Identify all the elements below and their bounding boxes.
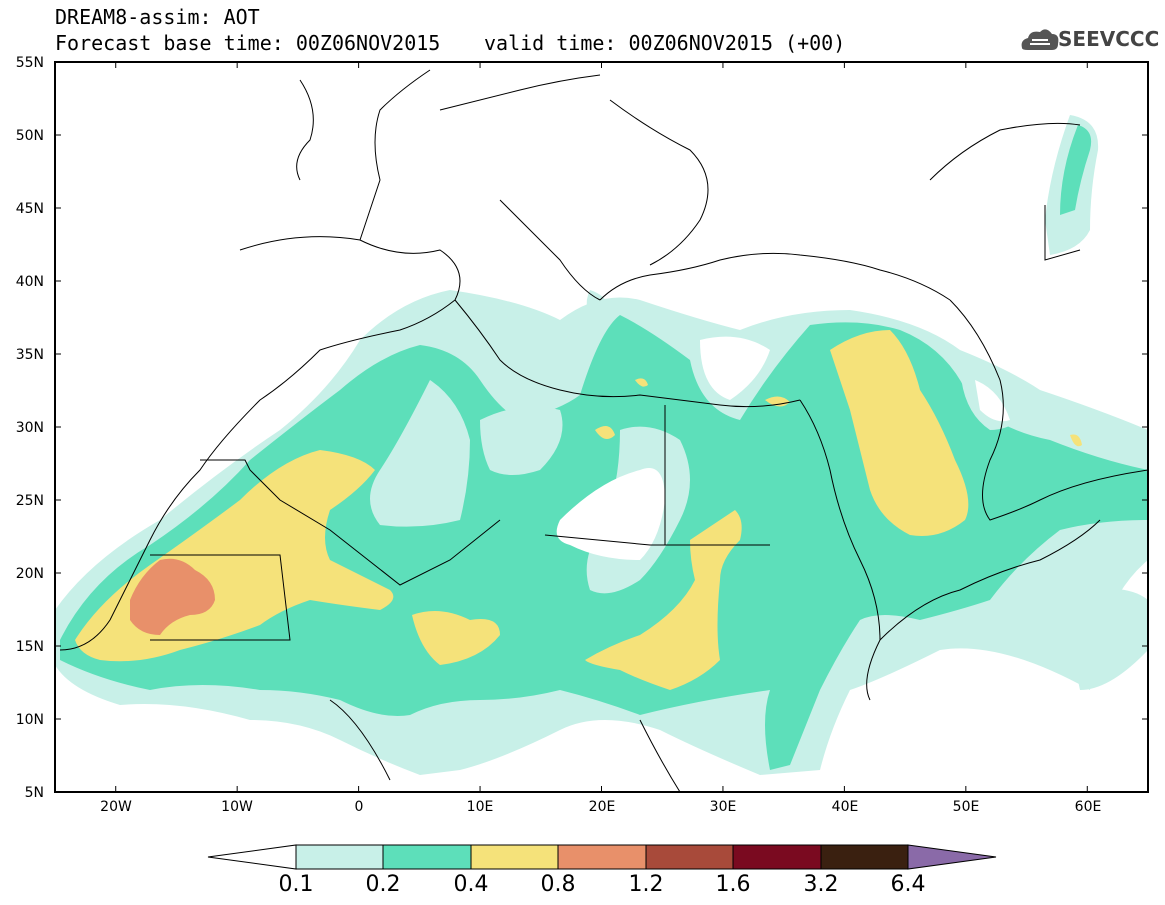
lon-label: 0 [354,799,364,815]
lat-label: 45N [15,201,44,217]
lat-label: 40N [15,274,44,290]
lat-label: 55N [15,55,44,71]
colorbar-bin-6 [732,844,822,870]
lat-label: 25N [15,493,44,509]
colorbar-label: 0.4 [453,872,489,897]
lat-label: 15N [15,639,44,655]
colorbar-label: 3.2 [803,872,839,897]
colorbar-label: 6.4 [890,872,926,897]
lon-label: 10W [221,799,253,815]
lat-label: 30N [15,420,44,436]
cloud-icon [1021,29,1059,50]
valid-time: valid time: 00Z06NOV2015 (+00) [484,31,846,55]
lat-label: 5N [24,785,44,801]
lon-label: 10E [466,799,494,815]
lon-label: 60E [1074,799,1102,815]
lat-label: 50N [15,128,44,144]
forecast-base-time: Forecast base time: 00Z06NOV2015 [55,31,441,55]
lon-label: 30E [709,799,737,815]
colorbar-label: 0.1 [278,872,314,897]
colorbar-under-arrow [207,844,297,870]
colorbar-bin-1 [295,844,384,870]
lon-label: 40E [831,799,859,815]
lat-label: 35N [15,347,44,363]
colorbar-label: 1.2 [628,872,664,897]
colorbar-bin-5 [645,844,734,870]
lat-label: 10N [15,712,44,728]
colorbar-bin-7 [820,844,909,870]
lon-label: 20W [100,799,132,815]
colorbar-label: 1.6 [715,872,751,897]
title-line-1: DREAM8-assim: AOT [55,5,260,29]
logo-text: SEEVCCC [1058,27,1160,51]
colorbar-bin-4 [557,844,647,870]
lat-label: 20N [15,566,44,582]
lon-label: 20E [588,799,616,815]
colorbar-bin-3 [470,844,559,870]
aot-field-0.8 [130,558,215,635]
colorbar-over-arrow [907,844,997,870]
colorbar-label: 0.2 [365,872,401,897]
lon-label: 50E [952,799,980,815]
colorbar-label: 0.8 [540,872,576,897]
colorbar [207,844,997,870]
colorbar-bin-2 [382,844,472,870]
